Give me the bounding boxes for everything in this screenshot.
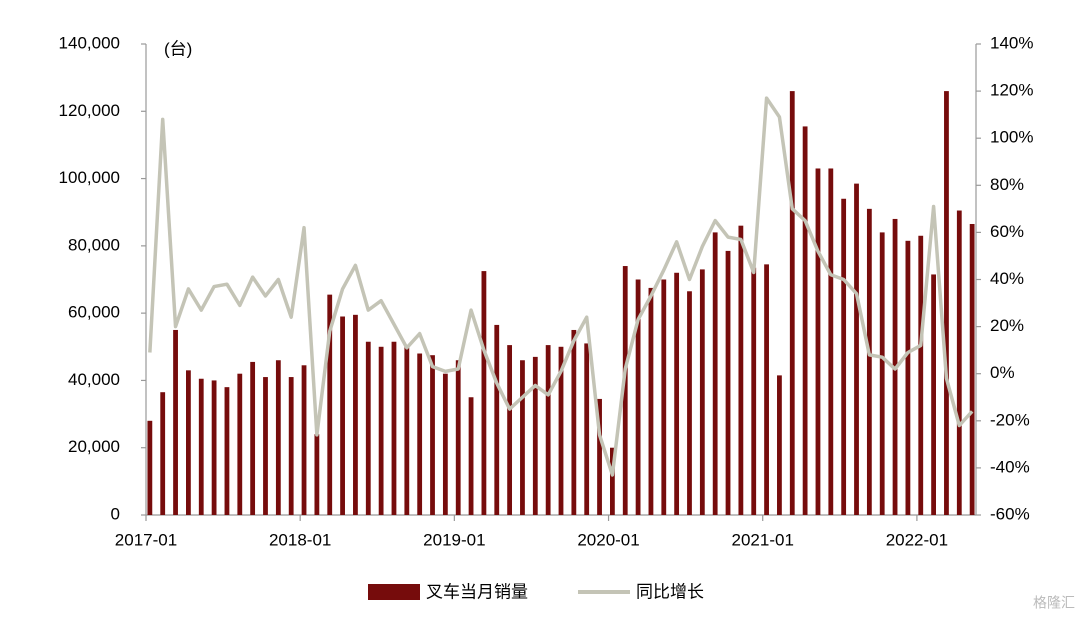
y2-tick-label: 40%	[990, 269, 1024, 288]
bar	[944, 91, 949, 515]
bar	[661, 279, 667, 515]
y-tick-label: 0	[111, 504, 120, 523]
bar	[417, 353, 423, 515]
y-tick-label: 80,000	[68, 235, 120, 254]
bar	[301, 365, 307, 515]
y2-tick-label: 140%	[990, 33, 1033, 52]
y-tick-label: 100,000	[59, 168, 120, 187]
bar	[404, 345, 410, 515]
y2-tick-label: 100%	[990, 128, 1033, 147]
bar	[931, 274, 937, 515]
bar	[905, 240, 911, 515]
bar	[558, 346, 564, 515]
watermark: 格隆汇	[1033, 595, 1075, 611]
y2-tick-label: 0%	[990, 363, 1015, 382]
bar	[725, 250, 731, 515]
bar	[571, 329, 577, 515]
bar	[430, 355, 435, 515]
legend-swatch	[368, 584, 420, 600]
bar	[391, 341, 397, 515]
bar	[956, 210, 962, 515]
unit-annotation: (台)	[164, 39, 192, 58]
y2-tick-label: 120%	[990, 81, 1033, 100]
bar	[160, 392, 166, 515]
bar	[622, 266, 628, 515]
y2-tick-label: 80%	[990, 175, 1024, 194]
bar	[674, 272, 680, 515]
bar	[866, 208, 872, 515]
bar	[815, 168, 821, 515]
legend-label: 同比增长	[636, 582, 704, 601]
line	[148, 96, 974, 477]
x-tick-label: 2020-01	[577, 530, 639, 549]
bar	[442, 373, 448, 515]
bar	[635, 279, 641, 515]
bar	[584, 343, 590, 515]
bar	[237, 373, 243, 515]
bar	[263, 377, 268, 515]
bar	[365, 341, 371, 515]
bar	[520, 360, 525, 515]
bar	[699, 269, 705, 515]
bar	[532, 356, 538, 515]
bar	[854, 183, 859, 515]
bar	[879, 232, 885, 515]
y2-tick-label: 20%	[990, 316, 1024, 335]
bar	[198, 378, 204, 515]
bar	[314, 434, 320, 515]
bar	[777, 375, 782, 515]
bar	[378, 346, 384, 515]
bar	[789, 91, 795, 515]
y-tick-label: 20,000	[68, 437, 120, 456]
bar	[687, 291, 692, 515]
bar	[648, 287, 654, 515]
y-tick-label: 120,000	[59, 101, 120, 120]
x-tick-label: 2022-01	[886, 530, 948, 549]
bar	[288, 377, 294, 515]
x-tick-label: 2019-01	[423, 530, 485, 549]
bar	[481, 271, 487, 515]
bar	[340, 316, 345, 515]
y2-tick-label: -60%	[990, 504, 1030, 523]
bar	[468, 397, 474, 515]
bar	[507, 345, 513, 515]
bar	[545, 345, 551, 515]
bar	[211, 380, 217, 515]
legend-label: 叉车当月销量	[426, 582, 528, 601]
bar	[738, 225, 744, 515]
y-tick-label: 40,000	[68, 370, 120, 389]
bar	[969, 223, 975, 515]
bar	[455, 360, 461, 515]
y2-tick-label: -20%	[990, 410, 1030, 429]
bar	[764, 264, 769, 515]
bar	[841, 198, 847, 515]
bar	[597, 398, 602, 515]
bar	[185, 370, 191, 515]
y-tick-label: 140,000	[59, 33, 120, 52]
y2-tick-label: -40%	[990, 457, 1030, 476]
bar	[609, 447, 615, 515]
bar	[327, 294, 333, 515]
bar	[918, 235, 924, 515]
x-tick-label: 2018-01	[269, 530, 331, 549]
bar	[751, 267, 757, 515]
y-tick-label: 60,000	[68, 303, 120, 322]
bar	[494, 324, 500, 515]
x-tick-label: 2021-01	[732, 530, 794, 549]
bar	[353, 314, 358, 515]
y2-tick-label: 60%	[990, 222, 1024, 241]
bar	[712, 232, 718, 515]
bar	[224, 387, 230, 515]
bar	[173, 329, 178, 515]
bar	[802, 126, 808, 516]
bar	[147, 420, 153, 515]
bar	[275, 360, 281, 515]
bar	[250, 361, 256, 515]
x-tick-label: 2017-01	[115, 530, 177, 549]
bar	[828, 168, 834, 515]
